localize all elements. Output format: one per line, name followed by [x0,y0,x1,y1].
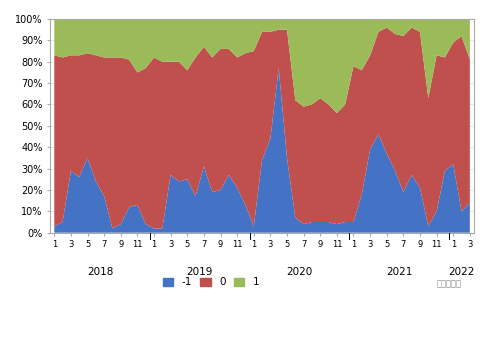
Text: 我的轮胎网: 我的轮胎网 [436,280,461,289]
Text: 2019: 2019 [187,267,213,277]
Legend: -1, 0, 1: -1, 0, 1 [159,273,264,292]
Text: 2018: 2018 [87,267,113,277]
Text: 2020: 2020 [286,267,313,277]
Text: 2022: 2022 [448,267,475,277]
Text: 2021: 2021 [386,267,412,277]
